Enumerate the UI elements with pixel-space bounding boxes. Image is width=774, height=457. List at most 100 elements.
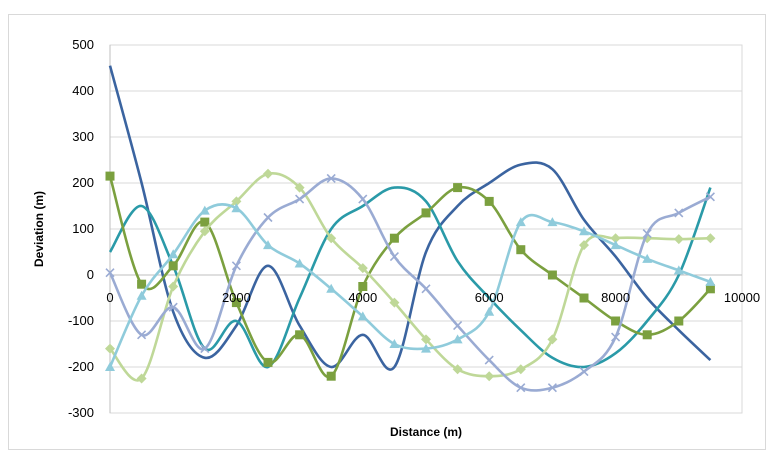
data-point	[515, 217, 526, 227]
series-layer	[105, 65, 716, 393]
data-point	[453, 321, 463, 331]
data-point	[326, 233, 337, 244]
y-tick-label: 0	[87, 267, 94, 282]
data-point	[137, 330, 147, 340]
data-point	[200, 217, 210, 227]
data-point	[547, 270, 557, 280]
y-tick-label: -100	[68, 313, 94, 328]
x-tick-label: 6000	[475, 290, 504, 305]
data-point	[673, 234, 684, 245]
data-point	[484, 196, 494, 206]
data-point	[263, 357, 273, 367]
data-point	[200, 344, 210, 354]
series-line	[108, 65, 712, 371]
data-point	[484, 371, 495, 382]
series-6	[105, 203, 716, 371]
data-point	[673, 265, 684, 275]
y-tick-label: -200	[68, 359, 94, 374]
data-point	[705, 233, 716, 244]
data-point	[199, 205, 210, 215]
data-point	[516, 245, 526, 255]
data-point	[231, 196, 242, 207]
data-point	[295, 330, 305, 340]
deviation-line-chart: -300 -200 -100 0 100 200 300 400 500 0 2000 4000 60…	[32, 37, 760, 439]
data-point	[389, 233, 399, 243]
data-point	[579, 226, 589, 236]
data-point	[199, 226, 210, 237]
data-point	[263, 168, 273, 179]
data-point	[105, 171, 115, 181]
data-point	[453, 183, 463, 193]
data-point	[326, 283, 337, 293]
y-tick-label: 400	[72, 83, 94, 98]
y-tick-labels: -300 -200 -100 0 100 200 300 400 500	[68, 37, 94, 420]
x-axis-title: Distance (m)	[390, 425, 462, 439]
data-point	[674, 316, 684, 326]
data-point	[547, 334, 558, 345]
data-point	[357, 311, 368, 321]
data-point	[547, 383, 557, 393]
data-point	[263, 240, 273, 250]
x-tick-label: 8000	[601, 290, 630, 305]
series-line	[108, 177, 711, 392]
data-point	[389, 252, 399, 262]
y-axis-title: Deviation (m)	[32, 191, 46, 267]
data-point	[168, 302, 178, 312]
data-point	[231, 203, 242, 213]
data-point	[421, 208, 431, 218]
data-point	[452, 334, 463, 344]
x-tick-label: 0	[106, 290, 113, 305]
data-point	[547, 217, 558, 227]
data-point	[231, 298, 241, 308]
data-point	[484, 306, 495, 316]
data-point	[611, 316, 621, 326]
data-point	[294, 258, 305, 268]
series-3	[105, 171, 715, 381]
data-point	[137, 279, 147, 289]
chart-frame: -300 -200 -100 0 100 200 300 400 500 0 2000 4000 60…	[8, 14, 766, 450]
x-tick-labels: 0 2000 4000 6000 8000 10000	[106, 290, 760, 305]
data-point	[674, 208, 684, 218]
data-point	[642, 253, 653, 263]
data-point	[168, 281, 179, 292]
data-point	[357, 263, 368, 274]
data-point	[705, 276, 716, 286]
y-tick-label: 300	[72, 129, 94, 144]
data-point	[389, 297, 400, 308]
data-point	[263, 212, 273, 223]
y-tick-label: 200	[72, 175, 94, 190]
x-tick-label: 10000	[724, 290, 760, 305]
data-point	[389, 339, 400, 348]
data-point	[136, 373, 147, 384]
data-point	[610, 233, 621, 244]
x-tick-label: 4000	[348, 290, 377, 305]
data-point	[105, 343, 115, 354]
data-point	[642, 229, 652, 239]
data-point	[610, 240, 621, 250]
data-point	[484, 355, 494, 365]
data-point	[168, 249, 179, 259]
y-tick-label: -300	[68, 405, 94, 420]
data-point	[705, 284, 715, 294]
data-point	[168, 261, 178, 271]
data-point	[326, 371, 336, 381]
data-point	[452, 364, 463, 375]
data-point	[579, 367, 589, 377]
series-5	[105, 173, 715, 393]
data-point	[421, 334, 431, 345]
data-point	[231, 261, 241, 271]
data-point	[294, 182, 305, 193]
data-point	[421, 343, 431, 353]
data-point	[705, 192, 715, 202]
data-point	[136, 290, 147, 300]
data-point	[515, 364, 526, 375]
data-point	[579, 293, 589, 303]
data-point	[105, 268, 115, 278]
data-point	[105, 362, 115, 371]
series-4	[105, 168, 716, 384]
data-point	[358, 282, 368, 291]
x-tick-label: 2000	[222, 290, 251, 305]
data-point	[516, 383, 526, 393]
data-point	[642, 330, 652, 340]
y-tick-label: 500	[72, 37, 94, 52]
